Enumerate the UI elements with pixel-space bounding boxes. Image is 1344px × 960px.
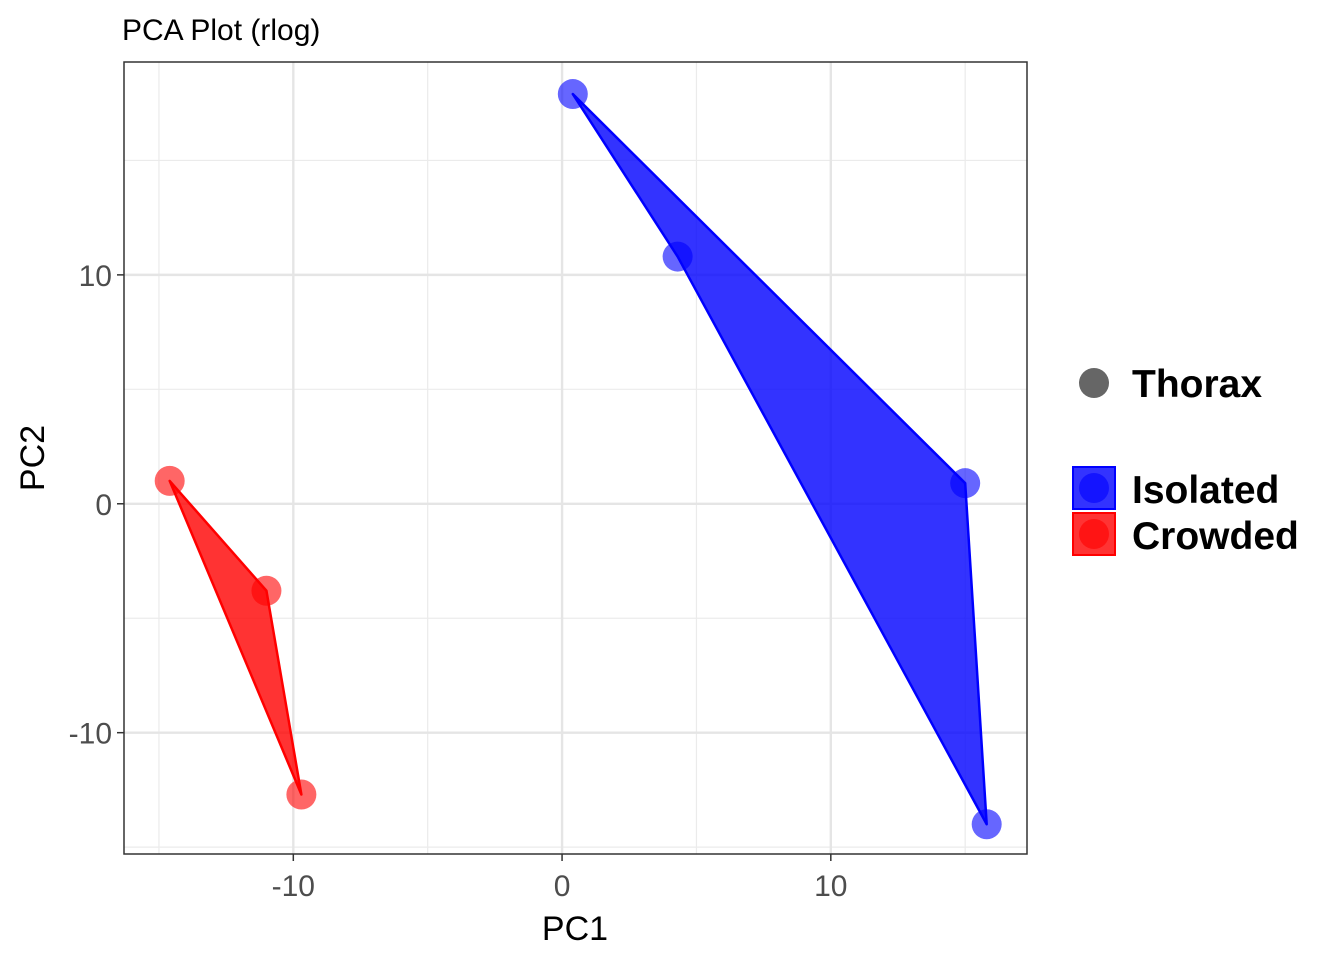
y-tick-label-0: -10 [69,718,112,751]
legend: Thorax Isolated Crowded [1072,363,1299,558]
y-axis-ticks: -10 0 10 [69,260,124,751]
y-tick-label-1: 0 [95,489,112,522]
y-tick-label-2: 10 [79,260,112,293]
point-isolated-3 [950,468,981,499]
x-axis-title: PC1 [542,910,608,948]
x-tick-label-2: 10 [814,870,847,903]
point-crowded-1 [154,465,185,496]
point-crowded-2 [251,575,282,606]
point-isolated-2 [662,241,693,272]
y-axis-title: PC2 [14,425,52,491]
legend-thorax-icon [1079,368,1109,398]
x-axis-ticks: -10 0 10 [272,854,848,903]
point-isolated-4 [971,809,1002,840]
hull-crowded [168,479,303,796]
legend-isolated-label: Isolated [1132,469,1279,512]
legend-thorax-label: Thorax [1132,363,1262,406]
plot-title: PCA Plot (rlog) [122,14,320,47]
legend-crowded-icon [1079,519,1109,549]
plot-border [123,61,1028,855]
point-isolated-1 [557,79,588,110]
x-tick-label-0: -10 [272,870,315,903]
point-crowded-3 [286,779,317,810]
legend-isolated-icon [1079,473,1109,503]
x-tick-label-1: 0 [554,870,571,903]
point-layer [154,79,1002,840]
legend-crowded-label: Crowded [1132,515,1299,558]
